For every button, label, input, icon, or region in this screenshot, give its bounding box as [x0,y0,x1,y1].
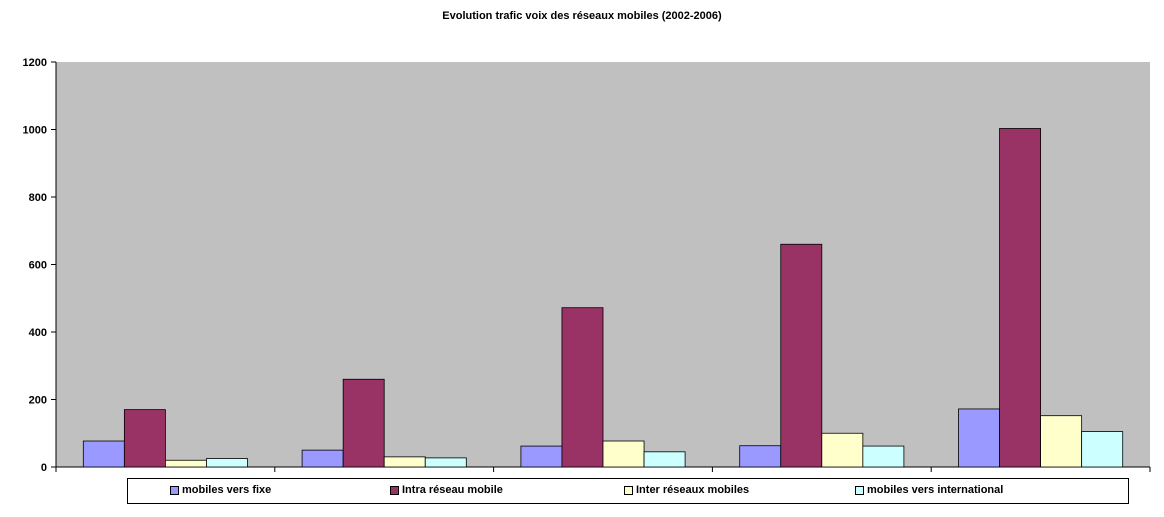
legend-swatch [624,486,633,495]
bar-mobiles-vers-international-2004 [644,452,685,467]
bar-intra-r-seau-mobile-2005 [781,244,822,467]
bar-intra-r-seau-mobile-2004 [562,308,603,467]
legend-swatch [390,486,399,495]
legend: mobiles vers fixe Intra réseau mobile Inte… [127,478,1129,504]
legend-swatch [855,486,864,495]
legend-item: mobiles vers fixe [170,484,271,496]
legend-label: mobiles vers fixe [182,484,271,496]
legend-item: mobiles vers international [855,484,1003,496]
y-tick-label: 1000 [23,125,47,137]
y-tick-label: 1200 [23,57,47,69]
legend-item: Inter réseaux mobiles [624,484,749,496]
bar-mobiles-vers-international-2005 [863,446,904,467]
y-tick-label: 600 [29,260,47,272]
bar-mobiles-vers-fixe-2003 [302,450,343,467]
y-axis: 0 200 400 600 800 1000 1200 [23,57,56,474]
bar-inter-r-seaux-mobiles-2002 [165,460,206,467]
bar-inter-r-seaux-mobiles-2003 [384,457,425,467]
bar-mobiles-vers-fixe-2002 [83,441,124,467]
bar-mobiles-vers-fixe-2004 [521,446,562,467]
bar-inter-r-seaux-mobiles-2006 [1041,416,1082,467]
bar-intra-r-seau-mobile-2003 [343,379,384,467]
bar-intra-r-seau-mobile-2002 [124,410,165,467]
legend-label: Intra réseau mobile [402,484,503,496]
y-tick-label: 200 [29,395,47,407]
bar-mobiles-vers-fixe-2005 [740,446,781,467]
bar-mobiles-vers-international-2003 [425,458,466,467]
legend-label: Inter réseaux mobiles [636,484,749,496]
bar-inter-r-seaux-mobiles-2005 [822,433,863,467]
legend-swatch [170,486,179,495]
y-tick-label: 400 [29,327,47,339]
bar-mobiles-vers-international-2006 [1082,432,1123,467]
bar-intra-r-seau-mobile-2006 [1000,128,1041,467]
bar-mobiles-vers-fixe-2006 [959,409,1000,467]
legend-label: mobiles vers international [867,484,1003,496]
y-tick-label: 0 [41,462,47,474]
y-tick-label: 800 [29,192,47,204]
bar-inter-r-seaux-mobiles-2004 [603,441,644,467]
bar-mobiles-vers-international-2002 [206,459,247,467]
legend-item: Intra réseau mobile [390,484,503,496]
